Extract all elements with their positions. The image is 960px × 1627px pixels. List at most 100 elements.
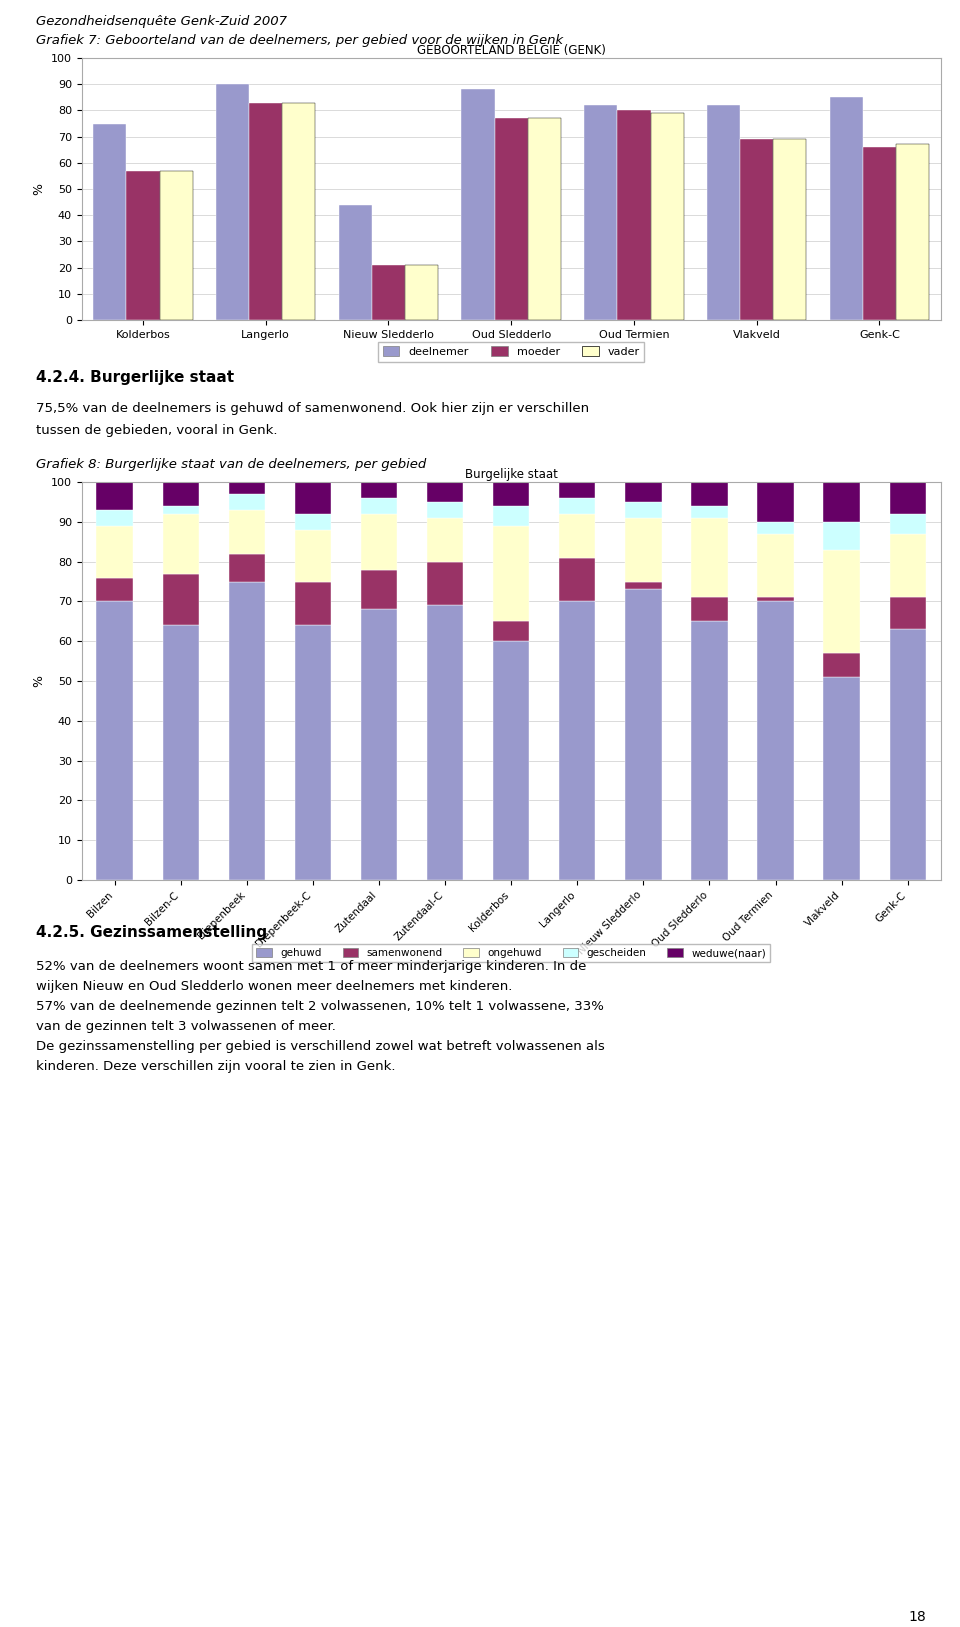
Bar — [493, 622, 529, 641]
Bar — [228, 581, 265, 880]
Bar — [493, 526, 529, 622]
Text: van de gezinnen telt 3 volwassenen of meer.: van de gezinnen telt 3 volwassenen of me… — [36, 1020, 336, 1033]
Bar — [228, 553, 265, 581]
Bar — [295, 581, 331, 625]
Bar — [896, 145, 929, 321]
Bar — [757, 482, 794, 522]
Bar — [96, 602, 132, 880]
Bar — [295, 514, 331, 530]
Bar — [691, 506, 728, 517]
Text: 52% van de deelnemers woont samen met 1 of meer minderjarige kinderen. In de: 52% van de deelnemers woont samen met 1 … — [36, 960, 587, 973]
Text: De gezinssamenstelling per gebied is verschillend zowel wat betreft volwassenen : De gezinssamenstelling per gebied is ver… — [36, 1040, 605, 1053]
Bar — [427, 501, 464, 517]
Bar — [162, 482, 199, 506]
Bar — [361, 498, 397, 514]
Bar — [228, 509, 265, 553]
Bar — [228, 495, 265, 509]
Bar — [757, 522, 794, 534]
Bar — [96, 578, 132, 602]
Bar — [757, 602, 794, 880]
Bar — [96, 526, 132, 578]
Bar — [427, 605, 464, 880]
Bar — [493, 641, 529, 880]
Bar — [96, 482, 132, 509]
Bar — [559, 514, 595, 558]
Bar — [162, 574, 199, 625]
Bar — [890, 597, 926, 630]
Bar — [691, 482, 728, 506]
Legend: gehuwd, samenwonend, ongehuwd, gescheiden, weduwe(naar): gehuwd, samenwonend, ongehuwd, gescheide… — [252, 944, 770, 962]
Text: Grafiek 8: Burgerlijke staat van de deelnemers, per gebied: Grafiek 8: Burgerlijke staat van de deel… — [36, 457, 427, 470]
Bar — [159, 171, 193, 321]
Bar — [361, 610, 397, 880]
Bar — [863, 146, 896, 321]
Bar — [691, 622, 728, 880]
Bar — [559, 498, 595, 514]
Bar — [162, 625, 199, 880]
Bar — [559, 602, 595, 880]
Bar — [625, 589, 661, 880]
Bar — [427, 517, 464, 561]
Text: tussen de gebieden, vooral in Genk.: tussen de gebieden, vooral in Genk. — [36, 425, 278, 438]
Bar — [228, 482, 265, 495]
Text: Gezondheidsenquête Genk-Zuid 2007: Gezondheidsenquête Genk-Zuid 2007 — [36, 15, 287, 28]
Bar — [625, 482, 661, 501]
Bar — [824, 677, 860, 880]
Bar — [890, 630, 926, 880]
Bar — [691, 517, 728, 597]
Bar — [617, 111, 651, 321]
Bar — [829, 98, 863, 321]
Bar — [295, 625, 331, 880]
Bar — [295, 482, 331, 514]
Bar — [295, 530, 331, 581]
Bar — [651, 112, 684, 321]
Bar — [890, 514, 926, 534]
Bar — [93, 124, 127, 321]
Bar — [773, 140, 806, 321]
Bar — [282, 103, 316, 321]
Bar — [494, 119, 528, 321]
Text: 57% van de deelnemende gezinnen telt 2 volwassenen, 10% telt 1 volwassene, 33%: 57% van de deelnemende gezinnen telt 2 v… — [36, 1001, 605, 1014]
Text: 4.2.5. Gezinssamenstelling: 4.2.5. Gezinssamenstelling — [36, 926, 268, 940]
Bar — [162, 506, 199, 514]
Bar — [585, 106, 617, 321]
Y-axis label: %: % — [33, 182, 45, 195]
Bar — [427, 482, 464, 501]
Y-axis label: %: % — [33, 675, 45, 687]
Bar — [625, 581, 661, 589]
Bar — [757, 534, 794, 597]
Bar — [824, 522, 860, 550]
Bar — [462, 89, 494, 321]
Bar — [216, 85, 250, 321]
Text: 4.2.4. Burgerlijke staat: 4.2.4. Burgerlijke staat — [36, 369, 234, 386]
Bar — [372, 265, 405, 321]
Text: Grafiek 7: Geboorteland van de deelnemers, per gebied voor de wijken in Genk: Grafiek 7: Geboorteland van de deelnemer… — [36, 34, 564, 47]
Bar — [361, 514, 397, 569]
Bar — [339, 205, 372, 321]
Bar — [890, 482, 926, 514]
Bar — [559, 558, 595, 602]
Bar — [890, 534, 926, 597]
Bar — [361, 482, 397, 498]
Title: Burgelijke staat: Burgelijke staat — [465, 469, 558, 482]
Bar — [493, 506, 529, 526]
Bar — [127, 171, 159, 321]
Text: 75,5% van de deelnemers is gehuwd of samenwonend. Ook hier zijn er verschillen: 75,5% van de deelnemers is gehuwd of sam… — [36, 402, 589, 415]
Bar — [757, 597, 794, 602]
Bar — [824, 652, 860, 677]
Bar — [528, 119, 561, 321]
Text: 18: 18 — [909, 1611, 926, 1624]
Bar — [625, 501, 661, 517]
Legend: deelnemer, moeder, vader: deelnemer, moeder, vader — [378, 342, 644, 361]
Bar — [96, 509, 132, 526]
Bar — [427, 561, 464, 605]
Text: kinderen. Deze verschillen zijn vooral te zien in Genk.: kinderen. Deze verschillen zijn vooral t… — [36, 1061, 396, 1072]
Bar — [824, 482, 860, 522]
Bar — [559, 482, 595, 498]
Bar — [493, 482, 529, 506]
Bar — [740, 140, 773, 321]
Bar — [691, 597, 728, 622]
Title: GEBOORTELAND BELGIE (GENK): GEBOORTELAND BELGIE (GENK) — [417, 44, 606, 57]
Bar — [162, 514, 199, 574]
Text: wijken Nieuw en Oud Sledderlo wonen meer deelnemers met kinderen.: wijken Nieuw en Oud Sledderlo wonen meer… — [36, 979, 513, 992]
